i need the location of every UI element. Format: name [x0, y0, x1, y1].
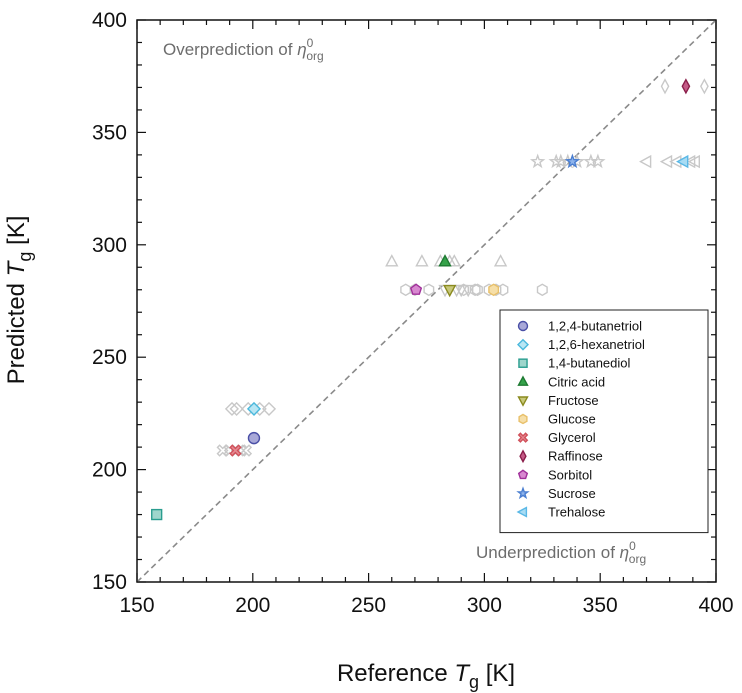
legend-label: 1,2,6-hexanetriol [548, 337, 645, 352]
y-tick-label: 250 [92, 346, 127, 369]
reference-point [529, 153, 546, 169]
data-point [676, 154, 689, 169]
y-tick-label: 200 [92, 459, 127, 482]
reference-point [548, 153, 564, 169]
annotation-underprediction: Underprediction of η0 org [476, 539, 646, 566]
data-point [681, 78, 691, 95]
legend-box [499, 309, 709, 534]
reference-point [469, 283, 481, 297]
reference-point [536, 283, 548, 297]
reference-point [700, 78, 709, 95]
data-point [246, 401, 261, 416]
reference-point [224, 401, 239, 416]
legend-label: Raffinose [548, 449, 603, 464]
legend-label: Sucrose [548, 486, 596, 501]
data-point [564, 153, 581, 169]
one-to-one-dashed-line [136, 19, 717, 583]
reference-point [590, 153, 606, 169]
x-tick-label: 250 [351, 594, 386, 617]
reference-point [385, 254, 399, 267]
legend-marker [518, 413, 528, 425]
reference-point [400, 283, 412, 297]
x-tick-label: 400 [698, 594, 733, 617]
reference-point [423, 283, 435, 297]
legend-marker [517, 320, 529, 332]
y-tick-label: 300 [92, 234, 127, 257]
reference-point [229, 401, 244, 416]
data-point [409, 283, 423, 295]
data-point [438, 254, 452, 267]
data-point [443, 284, 457, 298]
legend-label: Trehalose [548, 505, 605, 520]
legend-marker [518, 358, 528, 368]
annotation-overprediction: Overprediction of η0 org [163, 36, 324, 63]
y-tick-label: 400 [92, 9, 127, 32]
legend-label: Glucose [548, 412, 596, 427]
reference-point [415, 254, 429, 267]
x-tick-label: 350 [583, 594, 618, 617]
reference-point [683, 154, 696, 169]
legend-marker [516, 506, 528, 518]
data-point [151, 508, 163, 521]
legend-label: 1,2,4-butanetriol [548, 319, 642, 334]
reference-point [497, 283, 509, 297]
legend-label: 1,4-butanediol [548, 356, 631, 371]
legend-label: Citric acid [548, 374, 605, 389]
reference-point [660, 78, 670, 95]
identity-line [136, 19, 717, 583]
legend-marker [517, 338, 529, 351]
plot-area-border [136, 19, 717, 583]
data-point [488, 283, 500, 297]
legend-marker [517, 469, 529, 480]
reference-point [216, 444, 229, 457]
x-axis-label: Reference Tg [K] [337, 660, 515, 692]
legend-marker [517, 432, 529, 443]
legend-marker [517, 375, 529, 386]
reference-point [458, 283, 469, 297]
legend-marker [517, 396, 529, 407]
reference-point [447, 254, 461, 267]
plot-frame [136, 19, 717, 583]
legend-label: Sorbitol [548, 467, 592, 482]
y-tick-label: 350 [92, 121, 127, 144]
x-tick-label: 150 [119, 594, 154, 617]
legend-label: Glycerol [548, 430, 596, 445]
y-tick-label: 150 [92, 571, 127, 594]
legend: 1,2,4-butanetriol 1,2,6-hexanetriol 1,4-bu… [499, 309, 709, 534]
x-tick-label: 200 [235, 594, 270, 617]
axis-ticks: 150 200 250 300 350 400 150 200 250 300 350 400 [92, 9, 734, 617]
legend-label: Fructose [548, 393, 599, 408]
legend-marker [516, 486, 530, 500]
reference-point [493, 254, 508, 267]
x-tick-label: 300 [467, 594, 502, 617]
reference-point [687, 154, 700, 169]
data-points [151, 78, 691, 521]
reference-point [472, 283, 483, 297]
data-point [247, 431, 261, 445]
y-axis-label: Predicted Tg [K] [3, 216, 35, 385]
reference-point [639, 154, 652, 169]
data-point [229, 444, 242, 457]
legend-marker [519, 449, 527, 464]
reference-point [262, 401, 277, 416]
